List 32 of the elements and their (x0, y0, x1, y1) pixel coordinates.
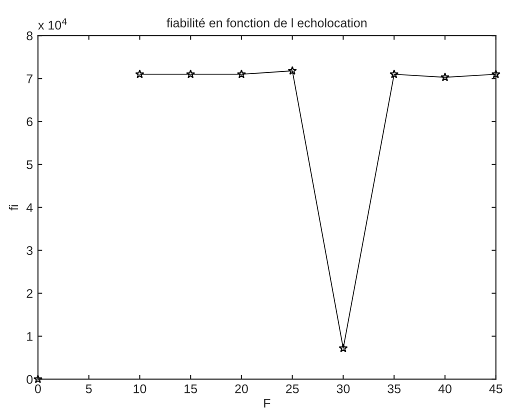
y-axis-title: fi (8, 205, 18, 210)
x-axis-title: F (264, 398, 270, 408)
x-tick-label: 0 (34, 384, 41, 394)
point (440, 72, 450, 82)
y-tick-label: 5 (26, 160, 33, 170)
y-tick-label: 1 (27, 332, 32, 341)
point (288, 66, 297, 75)
y-tick-label: 3 (26, 246, 33, 256)
y-tick-label: 6 (26, 117, 33, 126)
point (135, 70, 144, 78)
x-tick-label: 40 (438, 384, 452, 394)
point (236, 70, 246, 78)
point (186, 70, 196, 78)
point (491, 70, 500, 78)
x-tick-label: 15 (184, 384, 198, 394)
x-tick-label: 35 (388, 384, 401, 394)
y-tick-label: 2 (26, 289, 32, 298)
point (390, 70, 399, 78)
x-tick-label: 45 (489, 384, 502, 394)
x-tick-label: 10 (134, 384, 146, 394)
x-tick-label: 30 (336, 384, 350, 394)
y-tick-label: 8 (26, 31, 33, 40)
y-tick-label: 4 (26, 203, 33, 212)
x-tick-label: 20 (235, 384, 248, 394)
point (33, 374, 42, 384)
y-tick-label: 7 (26, 74, 32, 84)
chart-title: fiabilité en fonction de l echolocation (166, 18, 367, 28)
point (338, 344, 348, 352)
y-tick-label: 0 (26, 374, 33, 384)
x-tick-label: 25 (286, 384, 299, 394)
text: x 10$^{4}$ (38, 18, 67, 30)
x-tick-label: 5 (86, 384, 92, 394)
